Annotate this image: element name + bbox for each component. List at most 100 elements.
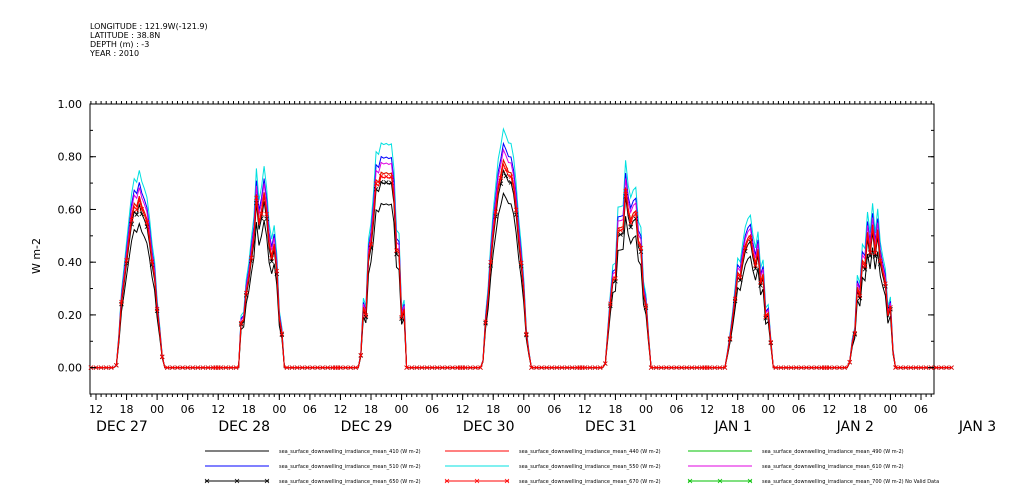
series-marker <box>399 314 404 320</box>
x-date-label: DEC 31 <box>585 419 637 435</box>
y-tick-label: 0.00 <box>58 362 83 375</box>
series-marker <box>269 255 274 261</box>
y-axis-label: W m-2 <box>30 238 43 274</box>
x-tick-label: 00 <box>272 403 286 416</box>
series-marker <box>867 253 873 259</box>
legend-marker <box>234 478 240 484</box>
series-marker <box>872 254 878 259</box>
x-tick-label: 06 <box>914 403 928 416</box>
x-tick-label: 12 <box>211 403 225 416</box>
x-tick-label: 12 <box>89 403 103 416</box>
x-tick-label: 00 <box>761 403 775 416</box>
series-marker <box>134 207 140 212</box>
x-tick-label: 00 <box>395 403 409 416</box>
series-marker <box>399 316 404 322</box>
legend-marker <box>474 478 480 484</box>
legend-marker <box>717 478 723 484</box>
legend-marker <box>444 478 450 484</box>
series-marker <box>139 206 145 212</box>
legend-label: sea_surface_downwelling_irradiance_mean_… <box>519 449 661 455</box>
x-tick-label: 06 <box>181 403 195 416</box>
x-tick-label: 00 <box>883 403 897 416</box>
legend-label: sea_surface_downwelling_irradiance_mean_… <box>519 464 661 470</box>
x-tick-label: 18 <box>853 403 867 416</box>
x-tick-label: 06 <box>792 403 806 416</box>
legend-label: sea_surface_downwelling_irradiance_mean_… <box>279 449 421 455</box>
x-date-label: DEC 27 <box>96 419 148 435</box>
longitude-label: LONGITUDE : 121.9W(-121.9) <box>90 22 208 31</box>
legend-marker <box>204 478 210 484</box>
x-tick-label: 12 <box>333 403 347 416</box>
legend-label: sea_surface_downwelling_irradiance_mean_… <box>279 479 421 485</box>
x-tick-label: 18 <box>242 403 256 416</box>
x-tick-label: 12 <box>700 403 714 416</box>
legend-label: sea_surface_downwelling_irradiance_mean_… <box>279 464 421 470</box>
x-tick-label: 18 <box>120 403 134 416</box>
x-tick-label: 00 <box>150 403 164 416</box>
series-marker <box>758 280 763 286</box>
x-tick-label: 06 <box>670 403 684 416</box>
series-marker <box>867 250 873 255</box>
y-tick-label: 1.00 <box>58 98 83 111</box>
x-date-label: JAN 1 <box>713 419 751 435</box>
x-tick-label: 18 <box>608 403 622 416</box>
series-marker <box>857 293 863 299</box>
x-tick-label: 18 <box>364 403 378 416</box>
plot-frame <box>89 103 935 395</box>
series-marker <box>753 263 758 268</box>
y-tick-label: 0.80 <box>58 151 83 164</box>
series-marker <box>363 314 369 320</box>
x-tick-label: 18 <box>486 403 500 416</box>
x-tick-label: 06 <box>547 403 561 416</box>
series-marker <box>269 259 274 264</box>
x-date-label: DEC 28 <box>218 419 270 435</box>
legend-marker <box>504 478 510 484</box>
year-label: YEAR : 2010 <box>90 49 140 58</box>
series-line <box>90 191 952 369</box>
series-marker <box>737 275 743 280</box>
axes-layer: 0.00 0.20 0.40 0.60 0.80 1.00 12 18 00 06 12 18 00 06… <box>58 98 997 435</box>
x-tick-label: 12 <box>456 403 470 416</box>
y-tick-label: 0.40 <box>58 256 83 269</box>
legend-marker <box>747 478 753 484</box>
dataset-header: LONGITUDE : 121.9W(-121.9) LATITUDE : 38… <box>90 22 208 58</box>
x-tick-label: 12 <box>578 403 592 416</box>
y-tick-label: 0.20 <box>58 309 83 322</box>
x-tick-label: 06 <box>303 403 317 416</box>
legend: sea_surface_downwelling_irradiance_mean_… <box>204 449 939 485</box>
legend-marker <box>687 478 693 484</box>
series-line <box>90 158 952 369</box>
x-date-label: JAN 3 <box>958 419 996 435</box>
legend-label: sea_surface_downwelling_irradiance_mean_… <box>762 479 939 485</box>
legend-label: sea_surface_downwelling_irradiance_mean_… <box>762 449 904 455</box>
legend-label: sea_surface_downwelling_irradiance_mean_… <box>762 464 904 470</box>
series-marker <box>363 313 369 318</box>
series-marker <box>862 263 868 269</box>
x-tick-label: 00 <box>639 403 653 416</box>
series-marker <box>628 220 634 226</box>
x-date-label: JAN 2 <box>836 419 874 435</box>
series-marker <box>618 228 623 233</box>
series-marker <box>763 314 768 319</box>
series-marker <box>383 180 389 185</box>
x-tick-label: 00 <box>517 403 531 416</box>
series-marker <box>503 173 509 179</box>
series-marker <box>872 250 878 256</box>
series-marker <box>628 224 634 230</box>
depth-label: DEPTH (m) : -3 <box>90 40 150 49</box>
legend-label: sea_surface_downwelling_irradiance_mean_… <box>519 479 661 485</box>
x-tick-label: 06 <box>425 403 439 416</box>
latitude-label: LATITUDE : 38.8N <box>90 31 161 40</box>
y-tick-label: 0.60 <box>58 203 83 216</box>
x-date-label: DEC 30 <box>463 419 515 435</box>
series-marker <box>383 174 389 179</box>
series-marker <box>763 315 768 321</box>
x-date-label: DEC 29 <box>341 419 393 435</box>
series-layer <box>88 127 954 370</box>
series-marker <box>134 212 140 217</box>
series-marker <box>618 232 623 237</box>
x-tick-label: 18 <box>731 403 745 416</box>
legend-marker <box>264 478 270 484</box>
series-marker <box>394 251 399 257</box>
